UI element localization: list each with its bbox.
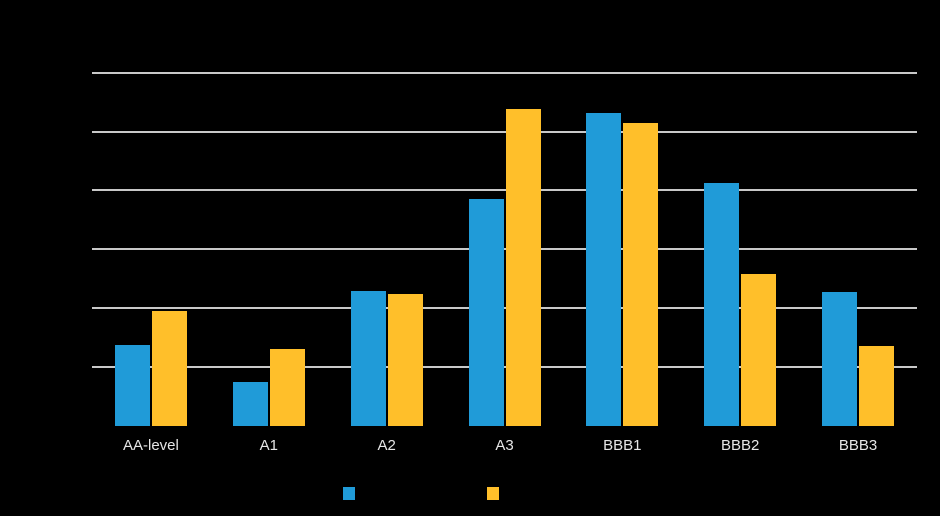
gridline xyxy=(92,366,917,369)
bar-a1-series-1 xyxy=(232,381,268,426)
bar-aa-level-series-1 xyxy=(114,345,150,426)
y-tick-label: 0 xyxy=(74,418,82,434)
gridline xyxy=(92,130,917,133)
y-tick-label: 1 xyxy=(74,359,82,376)
x-tick-label: A1 xyxy=(259,437,278,454)
legend-swatch xyxy=(343,487,355,500)
x-tick-label: A3 xyxy=(495,437,514,454)
bar-aa-level-series-2 xyxy=(151,311,187,426)
bar-bbb2-series-1 xyxy=(704,183,740,426)
x-tick-label: BBB3 xyxy=(838,437,878,454)
bar-a3-series-2 xyxy=(505,108,541,426)
legend-swatch xyxy=(487,487,499,500)
gridline xyxy=(92,189,917,192)
bar-bbb1-series-2 xyxy=(623,122,659,426)
y-tick-label: 2 xyxy=(74,300,82,317)
gridline xyxy=(92,71,917,74)
y-tick-label: 4 xyxy=(74,182,82,199)
x-tick-label: BBB2 xyxy=(721,437,760,454)
y-tick-label: 6 xyxy=(74,64,82,81)
bar-a2-series-1 xyxy=(350,291,386,426)
bar-bbb2-series-2 xyxy=(741,274,777,426)
bar-a1-series-2 xyxy=(269,348,305,426)
gridline xyxy=(92,248,917,251)
x-tick-label: A2 xyxy=(377,437,396,454)
y-tick-label: 3 xyxy=(74,241,82,258)
bar-a2-series-2 xyxy=(387,294,423,426)
bar-a3-series-1 xyxy=(468,198,504,426)
x-tick-label: BBB1 xyxy=(603,437,642,454)
y-tick-label: 5 xyxy=(74,123,82,140)
bar-bbb3-series-2 xyxy=(859,345,895,426)
bar-bbb3-series-1 xyxy=(822,292,858,426)
x-tick-label: AA-level xyxy=(122,437,179,454)
gridline xyxy=(92,307,917,310)
bar-bbb1-series-1 xyxy=(586,113,622,426)
